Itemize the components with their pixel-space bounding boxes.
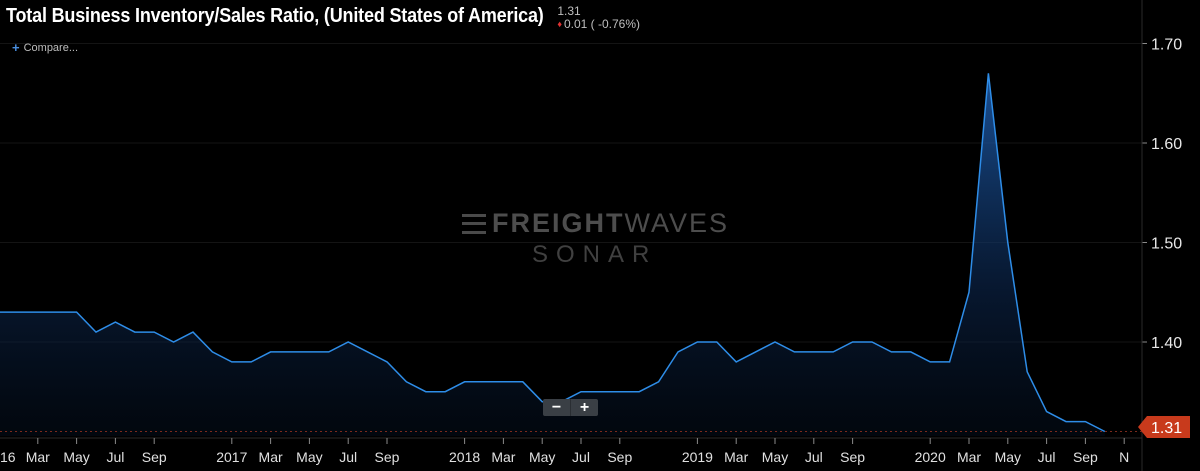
y-tick-label: 1.40 xyxy=(1151,335,1182,352)
last-price-tag: 1.31 xyxy=(1138,416,1190,438)
quote-box: 1.31 ♦ 0.01 ( -0.76%) xyxy=(557,5,640,31)
x-tick-label: May xyxy=(762,449,788,465)
y-tick-label: 1.70 xyxy=(1151,37,1182,54)
x-tick-label: N xyxy=(1119,449,1129,465)
x-tick-label: Mar xyxy=(26,449,50,465)
change-row: ♦ 0.01 ( -0.76%) xyxy=(557,18,640,31)
chart-title: Total Business Inventory/Sales Ratio, (U… xyxy=(6,5,544,27)
last-value: 1.31 xyxy=(557,4,581,18)
zoom-in-button[interactable]: + xyxy=(570,399,598,416)
y-tick-label: 1.50 xyxy=(1151,236,1182,253)
x-tick-label: Jul xyxy=(1038,449,1056,465)
x-axis: 16 Mar May Jul Sep 2017 Mar May Jul Sep 2018 Mar May… xyxy=(0,437,1142,465)
compare-label: Compare... xyxy=(23,41,79,54)
x-tick-label: Mar xyxy=(957,449,981,465)
x-tick-label: May xyxy=(296,449,322,465)
x-tick-label: 2020 xyxy=(915,449,946,465)
x-tick-label: Mar xyxy=(724,449,748,465)
price-tag-label: 1.31 xyxy=(1151,420,1182,437)
x-tick-label: Jul xyxy=(106,449,124,465)
x-tick-label: 16 xyxy=(0,449,16,465)
x-tick-label: Sep xyxy=(840,449,865,465)
x-tick-label: Sep xyxy=(607,449,632,465)
price-tag-shape xyxy=(1138,416,1190,438)
x-tick-label: May xyxy=(63,449,89,465)
x-tick-label: Jul xyxy=(572,449,590,465)
y-tick-label: 1.60 xyxy=(1151,136,1182,153)
down-arrow-icon: ♦ xyxy=(557,19,562,29)
zoom-controls: − + xyxy=(543,399,598,416)
x-tick-label: May xyxy=(529,449,555,465)
zoom-out-button[interactable]: − xyxy=(551,399,562,416)
x-tick-label: 2017 xyxy=(216,449,247,465)
series-area xyxy=(0,73,1105,436)
chart-header: Total Business Inventory/Sales Ratio, (U… xyxy=(6,5,640,31)
x-tick-label: Sep xyxy=(375,449,400,465)
y-axis: 1.70 1.60 1.50 1.40 xyxy=(1141,0,1182,471)
change-value: 0.01 ( -0.76%) xyxy=(563,17,640,31)
compare-button[interactable]: + Compare... xyxy=(12,40,78,55)
x-tick-label: 2019 xyxy=(682,449,713,465)
x-tick-label: 2018 xyxy=(449,449,480,465)
x-tick-label: Mar xyxy=(491,449,515,465)
x-tick-label: Sep xyxy=(142,449,167,465)
x-tick-label: Jul xyxy=(805,449,823,465)
x-tick-label: Mar xyxy=(259,449,283,465)
x-tick-label: Jul xyxy=(339,449,357,465)
x-tick-label: Sep xyxy=(1073,449,1098,465)
plus-icon: + xyxy=(12,40,20,55)
x-tick-label: May xyxy=(995,449,1021,465)
